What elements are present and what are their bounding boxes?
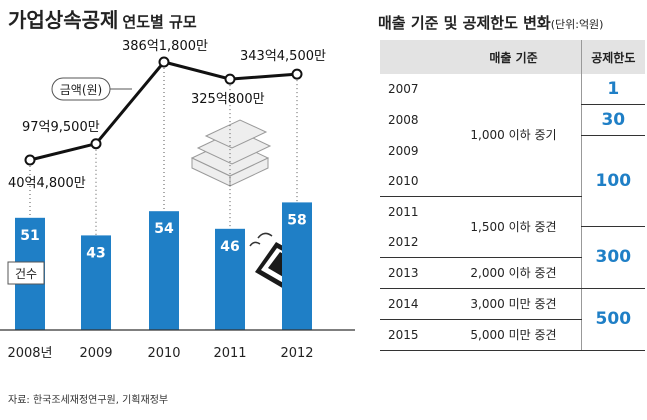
table-row: 2015 5,000 미만 중견 — [380, 319, 645, 351]
bar-value-label: 51 — [20, 228, 39, 244]
limit-cell: 1 — [580, 74, 645, 105]
year-cell: 2014 — [380, 288, 447, 320]
line-series-label: 금액(원) — [60, 83, 102, 97]
criteria-cell: 2,000 이하 중견 — [446, 257, 582, 289]
line-value-label: 343억4,500만 — [240, 49, 326, 64]
right-panel: 매출 기준 및 공제한도 변화(단위:억원) 매출 기준 공제한도 2007 1… — [360, 0, 647, 420]
table-row: 2013 2,000 이하 중견 — [380, 257, 645, 289]
x-tick-label: 2012 — [280, 346, 313, 361]
table-unit: (단위:억원) — [550, 18, 604, 31]
chart-title: 가업상속공제 연도별 규모 — [8, 8, 197, 32]
bar-value-label: 43 — [86, 245, 105, 261]
limit-cell: 100 — [580, 135, 645, 227]
bar — [149, 211, 179, 330]
table-header-row: 매출 기준 공제한도 — [380, 40, 645, 74]
x-tick-label: 2010 — [147, 346, 180, 361]
table-title: 매출 기준 및 공제한도 변화(단위:억원) — [378, 14, 604, 32]
year-cell: 2015 — [380, 319, 447, 351]
table-row: 2010 — [380, 165, 645, 197]
line-value-label: 97억9,500만 — [22, 120, 100, 135]
x-tick-label: 2009 — [79, 346, 112, 361]
line-point — [291, 68, 303, 80]
line-value-label: 386억1,800만 — [122, 39, 208, 54]
table-row: 2009 100 — [380, 135, 645, 227]
criteria-cell: 1,500 이하 중견 — [446, 196, 582, 258]
line-point — [158, 56, 170, 68]
bar-value-label: 46 — [220, 239, 239, 255]
limit-cell: 500 — [580, 288, 645, 351]
header-criteria: 매출 기준 — [446, 40, 582, 74]
line-value-label: 40억4,800만 — [8, 176, 86, 191]
header-spacer — [380, 40, 447, 74]
header-limit: 공제한도 — [580, 40, 645, 74]
bar-series-label-box — [7, 261, 45, 285]
table-row: 2007 1,000 이하 중기 1 — [380, 74, 645, 197]
limit-cell: 30 — [580, 104, 645, 136]
bar-value-label: 54 — [154, 221, 174, 237]
year-cell: 2009 — [388, 143, 419, 158]
bar — [81, 235, 111, 330]
bar-series-label: 건수 — [15, 267, 37, 281]
table-row: 2012 300 — [380, 226, 645, 289]
table-row: 2014 3,000 미만 중견 500 — [380, 288, 645, 351]
table-row: 2008 30 — [380, 104, 645, 136]
year-cell: 2008 — [388, 113, 419, 127]
x-tick-label: 2008년 — [7, 346, 52, 361]
x-tick-label: 2011 — [213, 346, 246, 361]
bar-line-chart: 51 43 54 46 58 건수 40억4,800만 97억9,500만 386억1,800… — [0, 39, 355, 361]
left-panel: 가업상속공제 연도별 규모 51 43 54 46 58 건수 40억4,800만 97억9,… — [0, 8, 355, 406]
money-stack-icon — [190, 119, 272, 187]
chart-subtitle: 연도별 규모 — [122, 13, 197, 31]
deduction-table: 매출 기준 공제한도 2007 1,000 이하 중기 1 2008 30 20… — [380, 40, 645, 351]
year-cell: 2012 — [380, 226, 447, 258]
line-value-label: 325억800만 — [191, 92, 265, 107]
illustration — [190, 119, 312, 293]
criteria-cell: 1,000 이하 중기 — [446, 74, 582, 197]
year-cell: 2013 — [380, 257, 447, 289]
limit-cell: 300 — [580, 226, 645, 289]
criteria-cell: 3,000 미만 중견 — [446, 288, 582, 320]
line-point — [224, 73, 236, 85]
year-cell: 2010 — [380, 165, 447, 197]
source-note: 자료: 한국조세재정연구원, 기획재정부 — [8, 395, 169, 406]
bar — [282, 202, 312, 330]
line-point — [90, 138, 102, 150]
table-row: 2011 1,500 이하 중견 — [380, 196, 645, 258]
year-cell: 2011 — [388, 204, 419, 219]
line-point — [24, 154, 36, 166]
bar-value-label: 58 — [287, 212, 306, 228]
bar — [215, 228, 245, 330]
criteria-cell: 5,000 미만 중견 — [446, 319, 582, 351]
year-cell: 2007 — [388, 82, 419, 97]
